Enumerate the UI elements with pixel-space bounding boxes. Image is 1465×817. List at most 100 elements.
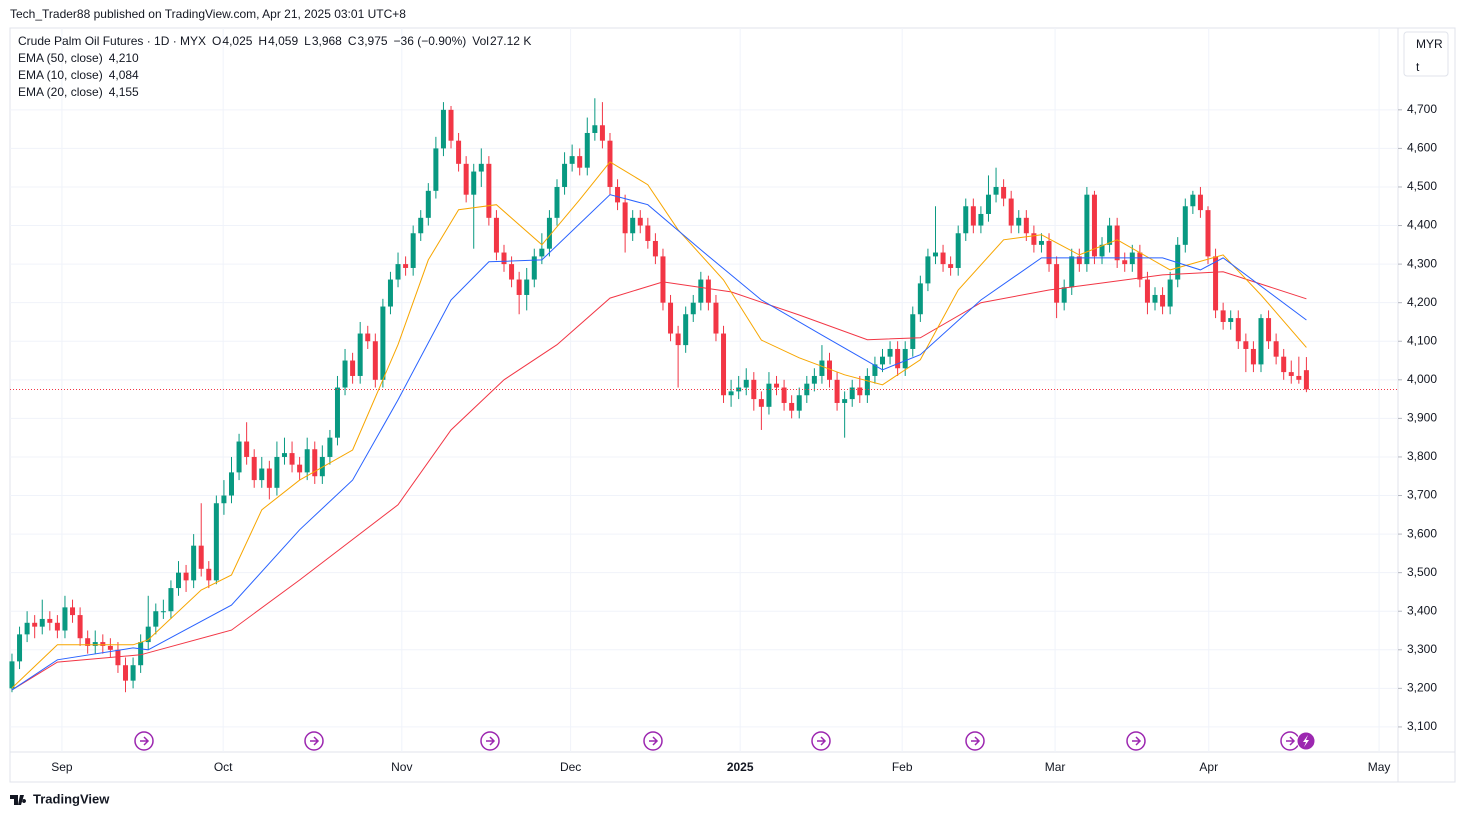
candle-body [1054,264,1060,303]
candle-body [917,283,923,315]
candle-body [236,441,242,473]
candle-body [660,256,666,303]
candle-body [516,279,522,295]
candle-body [864,375,870,396]
candle-body [130,665,136,681]
event-icon [480,731,500,751]
candle-body [811,375,817,384]
candle-body [471,171,477,195]
candle-body [380,306,386,380]
candle-body [592,125,598,133]
candle-body [456,140,462,164]
candle-body [1107,225,1113,245]
candle-body [395,264,401,280]
x-tick-label: May [1368,760,1391,774]
candle-body [24,622,30,635]
legend-field-label: Vol [472,34,489,48]
candle-body [1008,198,1014,226]
candle-body [766,383,772,407]
candle-body [183,572,189,581]
candle-body [62,607,68,631]
legend-field-value: 4,025 [222,34,252,48]
candle-body [297,464,303,473]
y-tick-label: 3,400 [1407,603,1437,617]
currency-box[interactable] [1403,31,1449,77]
grid [10,28,1398,752]
candle-body [1250,348,1256,365]
candle-body [493,217,499,253]
event-icon [304,731,324,751]
y-tick-label: 3,100 [1407,719,1437,733]
candle-body [259,468,265,481]
candle-body [85,638,91,646]
candle-body [948,264,954,268]
logo [10,795,27,805]
candle-body [334,387,340,438]
legend-series-name: EMA (50, close) [18,51,103,65]
candle-body [319,456,325,477]
candle-body [191,545,197,581]
candle-body [9,661,15,689]
candle-body [842,399,848,403]
candle-body [448,109,454,141]
event-arrow [817,736,827,746]
candle-body [1205,210,1211,257]
candle-body [1016,217,1022,226]
candle-body [123,665,129,681]
legend-series-value: 4,210 [109,51,139,65]
candle-body [1303,370,1309,390]
candle-body [176,572,182,589]
candle-body [153,611,159,627]
candle-body [350,360,356,376]
candle-body [713,302,719,334]
candle-body [1091,194,1097,257]
ema-line [11,271,1307,691]
candle-body [675,333,681,346]
candle-body [281,453,287,457]
y-tick-label: 3,300 [1407,642,1437,656]
candle-body [887,348,893,357]
legend-series-name: EMA (20, close) [18,85,103,99]
candle-body [539,248,545,257]
candle-body [736,387,742,392]
candle-body [501,252,507,265]
candle-body [819,360,825,376]
candle-body [1001,186,1007,199]
candle-body [77,615,83,639]
candle-body [304,449,310,473]
candle-body [168,588,174,612]
candle-body [652,240,658,257]
candle-body [1273,341,1279,357]
candle-body [834,379,840,403]
candle-body [577,156,583,168]
candles [9,98,1309,693]
candle-body [1235,318,1241,342]
candle-body [342,360,348,388]
legend-field-label: L [304,34,311,48]
candle-body [721,333,727,396]
event-icon [965,731,985,751]
legend-field-label: C [348,34,357,48]
candle-body [584,132,590,168]
event-arrow [1132,736,1142,746]
y-tick-label: 3,900 [1407,411,1437,425]
candle-body [372,341,378,380]
x-tick-label: Feb [892,760,913,774]
candle-body [970,206,976,226]
legend-series-value: 4,084 [109,68,139,82]
candle-body [1046,240,1052,265]
candle-body [804,383,810,396]
event-arrow [649,736,659,746]
chart-frame [9,27,1456,783]
candle-body [266,468,272,488]
y-tick-label: 4,100 [1407,333,1437,347]
candle-body [1122,260,1128,265]
legend-series-value: 4,155 [109,85,139,99]
candle-body [138,642,144,666]
candle-body [213,503,219,581]
candle-body [115,649,121,666]
candle-body [1167,279,1173,307]
candle-body [1076,256,1082,265]
candle-body [955,233,961,268]
y-tick-label: 3,200 [1407,681,1437,695]
